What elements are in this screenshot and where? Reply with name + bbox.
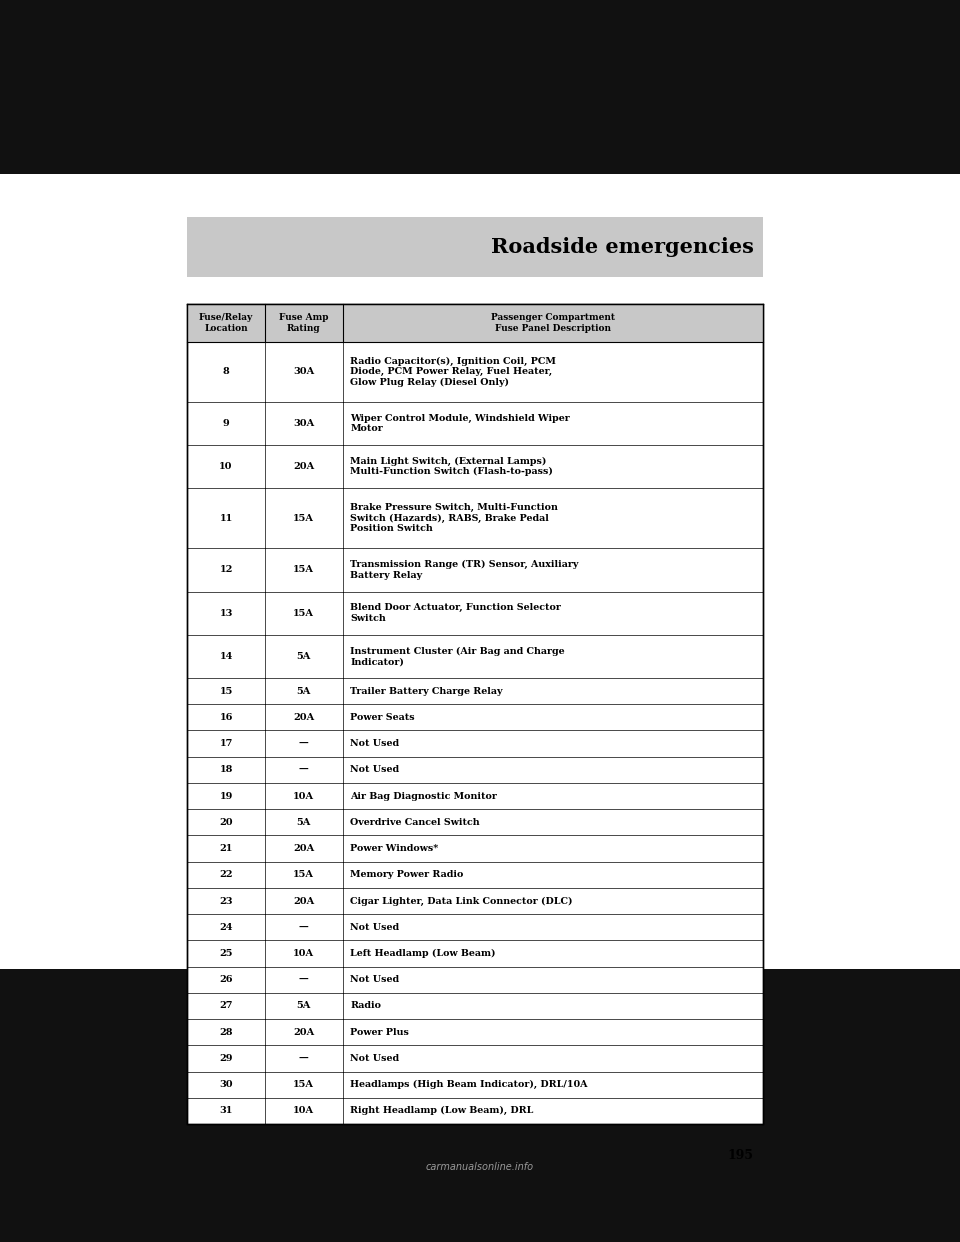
Bar: [187, 304, 763, 1124]
Text: 20A: 20A: [293, 1027, 315, 1037]
Text: 5A: 5A: [297, 1001, 311, 1011]
Text: 20A: 20A: [293, 845, 315, 853]
Text: 10A: 10A: [293, 791, 315, 801]
Text: 13: 13: [220, 609, 232, 617]
Text: 15: 15: [220, 687, 232, 696]
Text: —: —: [299, 739, 309, 748]
Text: Not Used: Not Used: [350, 975, 399, 984]
Text: 9: 9: [223, 419, 229, 427]
Text: Not Used: Not Used: [350, 923, 399, 932]
Text: Power Seats: Power Seats: [350, 713, 415, 722]
Text: 14: 14: [220, 652, 232, 661]
Text: 15A: 15A: [294, 514, 314, 523]
Text: 16: 16: [220, 713, 232, 722]
Text: Memory Power Radio: Memory Power Radio: [350, 871, 464, 879]
Text: Passenger Compartment
Fuse Panel Description: Passenger Compartment Fuse Panel Descrip…: [491, 313, 615, 333]
Text: 23: 23: [219, 897, 233, 905]
Text: Blend Door Actuator, Function Selector
Switch: Blend Door Actuator, Function Selector S…: [350, 604, 562, 623]
Text: 15A: 15A: [294, 871, 314, 879]
Text: —: —: [299, 765, 309, 774]
Text: 11: 11: [220, 514, 232, 523]
Text: Power Plus: Power Plus: [350, 1027, 409, 1037]
Text: Not Used: Not Used: [350, 765, 399, 774]
Text: 12: 12: [220, 565, 232, 575]
Text: Fuse/Relay
Location: Fuse/Relay Location: [199, 313, 253, 333]
Text: Transmission Range (TR) Sensor, Auxiliary
Battery Relay: Transmission Range (TR) Sensor, Auxiliar…: [350, 560, 579, 580]
Text: Radio Capacitor(s), Ignition Coil, PCM
Diode, PCM Power Relay, Fuel Heater,
Glow: Radio Capacitor(s), Ignition Coil, PCM D…: [350, 356, 556, 386]
Text: 10A: 10A: [293, 1107, 315, 1115]
Text: 15A: 15A: [294, 1081, 314, 1089]
Text: Cigar Lighter, Data Link Connector (DLC): Cigar Lighter, Data Link Connector (DLC): [350, 897, 573, 905]
Text: 30A: 30A: [293, 419, 315, 427]
Text: 21: 21: [220, 845, 232, 853]
Text: Roadside emergencies: Roadside emergencies: [491, 237, 754, 257]
Text: 18: 18: [220, 765, 232, 774]
Text: Fuse Amp
Rating: Fuse Amp Rating: [279, 313, 328, 333]
Text: —: —: [299, 1054, 309, 1063]
Text: Left Headlamp (Low Beam): Left Headlamp (Low Beam): [350, 949, 496, 958]
Text: 31: 31: [220, 1107, 232, 1115]
Text: 24: 24: [219, 923, 233, 932]
Text: Wiper Control Module, Windshield Wiper
Motor: Wiper Control Module, Windshield Wiper M…: [350, 414, 570, 433]
Text: 17: 17: [220, 739, 232, 748]
Text: 5A: 5A: [297, 687, 311, 696]
Text: Brake Pressure Switch, Multi-Function
Switch (Hazards), RABS, Brake Pedal
Positi: Brake Pressure Switch, Multi-Function Sw…: [350, 503, 559, 533]
Text: carmanualsonline.info: carmanualsonline.info: [426, 1163, 534, 1172]
Text: Power Windows*: Power Windows*: [350, 845, 439, 853]
Text: 5A: 5A: [297, 817, 311, 827]
Bar: [0, 969, 960, 1242]
Text: 20: 20: [219, 817, 233, 827]
Bar: [187, 217, 763, 277]
Text: 29: 29: [219, 1054, 233, 1063]
Text: 195: 195: [728, 1149, 754, 1161]
Text: Air Bag Diagnostic Monitor: Air Bag Diagnostic Monitor: [350, 791, 497, 801]
Text: Not Used: Not Used: [350, 739, 399, 748]
Text: 15A: 15A: [294, 565, 314, 575]
Text: 20A: 20A: [293, 713, 315, 722]
Text: Instrument Cluster (Air Bag and Charge
Indicator): Instrument Cluster (Air Bag and Charge I…: [350, 647, 565, 666]
Text: 27: 27: [219, 1001, 233, 1011]
Text: 5A: 5A: [297, 652, 311, 661]
Text: 8: 8: [223, 368, 229, 376]
Text: 22: 22: [219, 871, 233, 879]
Text: Trailer Battery Charge Relay: Trailer Battery Charge Relay: [350, 687, 503, 696]
Text: 10A: 10A: [293, 949, 315, 958]
Text: 15A: 15A: [294, 609, 314, 617]
Text: 26: 26: [219, 975, 233, 984]
Text: 30A: 30A: [293, 368, 315, 376]
Text: 19: 19: [220, 791, 232, 801]
Text: Overdrive Cancel Switch: Overdrive Cancel Switch: [350, 817, 480, 827]
Bar: [0, 0, 960, 174]
Text: Radio: Radio: [350, 1001, 381, 1011]
Text: 28: 28: [219, 1027, 233, 1037]
Text: 25: 25: [219, 949, 233, 958]
Text: 20A: 20A: [293, 897, 315, 905]
Bar: [187, 304, 763, 342]
Text: Main Light Switch, (External Lamps)
Multi-Function Switch (Flash-to-pass): Main Light Switch, (External Lamps) Mult…: [350, 457, 553, 477]
Text: 20A: 20A: [293, 462, 315, 471]
Text: Right Headlamp (Low Beam), DRL: Right Headlamp (Low Beam), DRL: [350, 1107, 534, 1115]
Text: 30: 30: [219, 1081, 233, 1089]
Text: 10: 10: [219, 462, 233, 471]
Text: Not Used: Not Used: [350, 1054, 399, 1063]
Text: —: —: [299, 923, 309, 932]
Text: —: —: [299, 975, 309, 984]
Text: Headlamps (High Beam Indicator), DRL/10A: Headlamps (High Beam Indicator), DRL/10A: [350, 1081, 588, 1089]
